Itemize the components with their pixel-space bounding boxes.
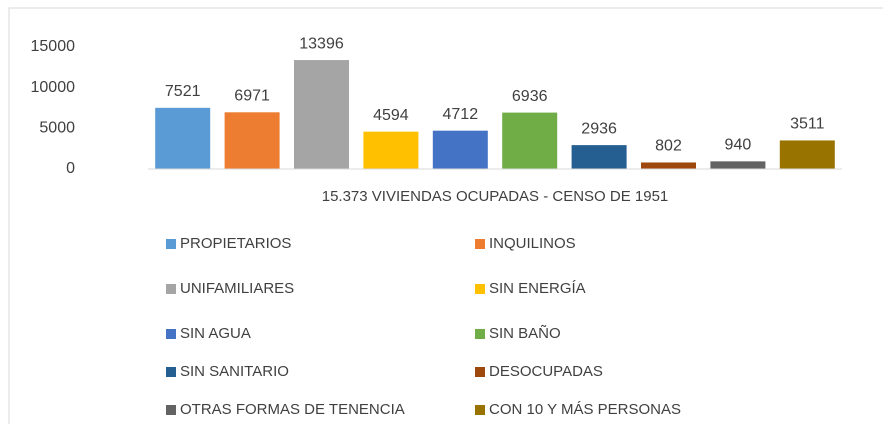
legend-swatch <box>166 239 176 249</box>
data-label: 2936 <box>581 120 617 137</box>
legend-swatch <box>475 284 485 294</box>
x-tick-label: 15.373 VIVIENDAS OCUPADAS - CENSO DE 195… <box>322 188 669 205</box>
legend-label: UNIFAMILIARES <box>180 280 294 297</box>
y-tick-label: 5000 <box>39 120 75 137</box>
bar <box>710 161 766 169</box>
chart-frame <box>8 7 883 424</box>
data-label: 3511 <box>790 116 825 133</box>
data-label: 940 <box>725 137 752 154</box>
y-tick-label: 0 <box>66 160 75 177</box>
legend-label: PROPIETARIOS <box>180 235 291 252</box>
data-label: 6936 <box>512 88 548 105</box>
legend-label: INQUILINOS <box>489 235 576 252</box>
bar <box>571 145 627 169</box>
data-label: 4594 <box>373 107 409 124</box>
legend-label: CON 10 Y MÁS PERSONAS <box>489 401 681 418</box>
legend-swatch <box>166 405 176 415</box>
bar <box>363 131 419 169</box>
legend-label: DESOCUPADAS <box>489 363 603 380</box>
legend-label: SIN AGUA <box>180 325 251 342</box>
y-tick-label: 10000 <box>31 79 76 96</box>
legend-swatch <box>475 367 485 377</box>
legend-swatch <box>166 284 176 294</box>
y-tick-label: 15000 <box>31 38 76 55</box>
bar <box>432 130 488 169</box>
legend-swatch <box>475 329 485 339</box>
legend-label: SIN SANITARIO <box>180 363 289 380</box>
data-label: 13396 <box>299 35 344 52</box>
bar <box>224 112 280 169</box>
bar <box>641 162 696 169</box>
data-label: 7521 <box>165 83 201 100</box>
legend-label: SIN BAÑO <box>489 325 561 342</box>
bar <box>155 107 211 169</box>
bar <box>502 112 558 169</box>
data-label: 6971 <box>234 88 270 105</box>
legend-swatch <box>166 367 176 377</box>
bar <box>294 60 349 169</box>
bar <box>779 140 835 169</box>
data-label: 802 <box>655 138 682 155</box>
legend-swatch <box>166 329 176 339</box>
legend-label: OTRAS FORMAS DE TENENCIA <box>180 401 405 418</box>
legend-swatch <box>475 239 485 249</box>
data-label: 4712 <box>443 106 479 123</box>
legend-swatch <box>475 405 485 415</box>
legend-label: SIN ENERGÍA <box>489 280 586 297</box>
